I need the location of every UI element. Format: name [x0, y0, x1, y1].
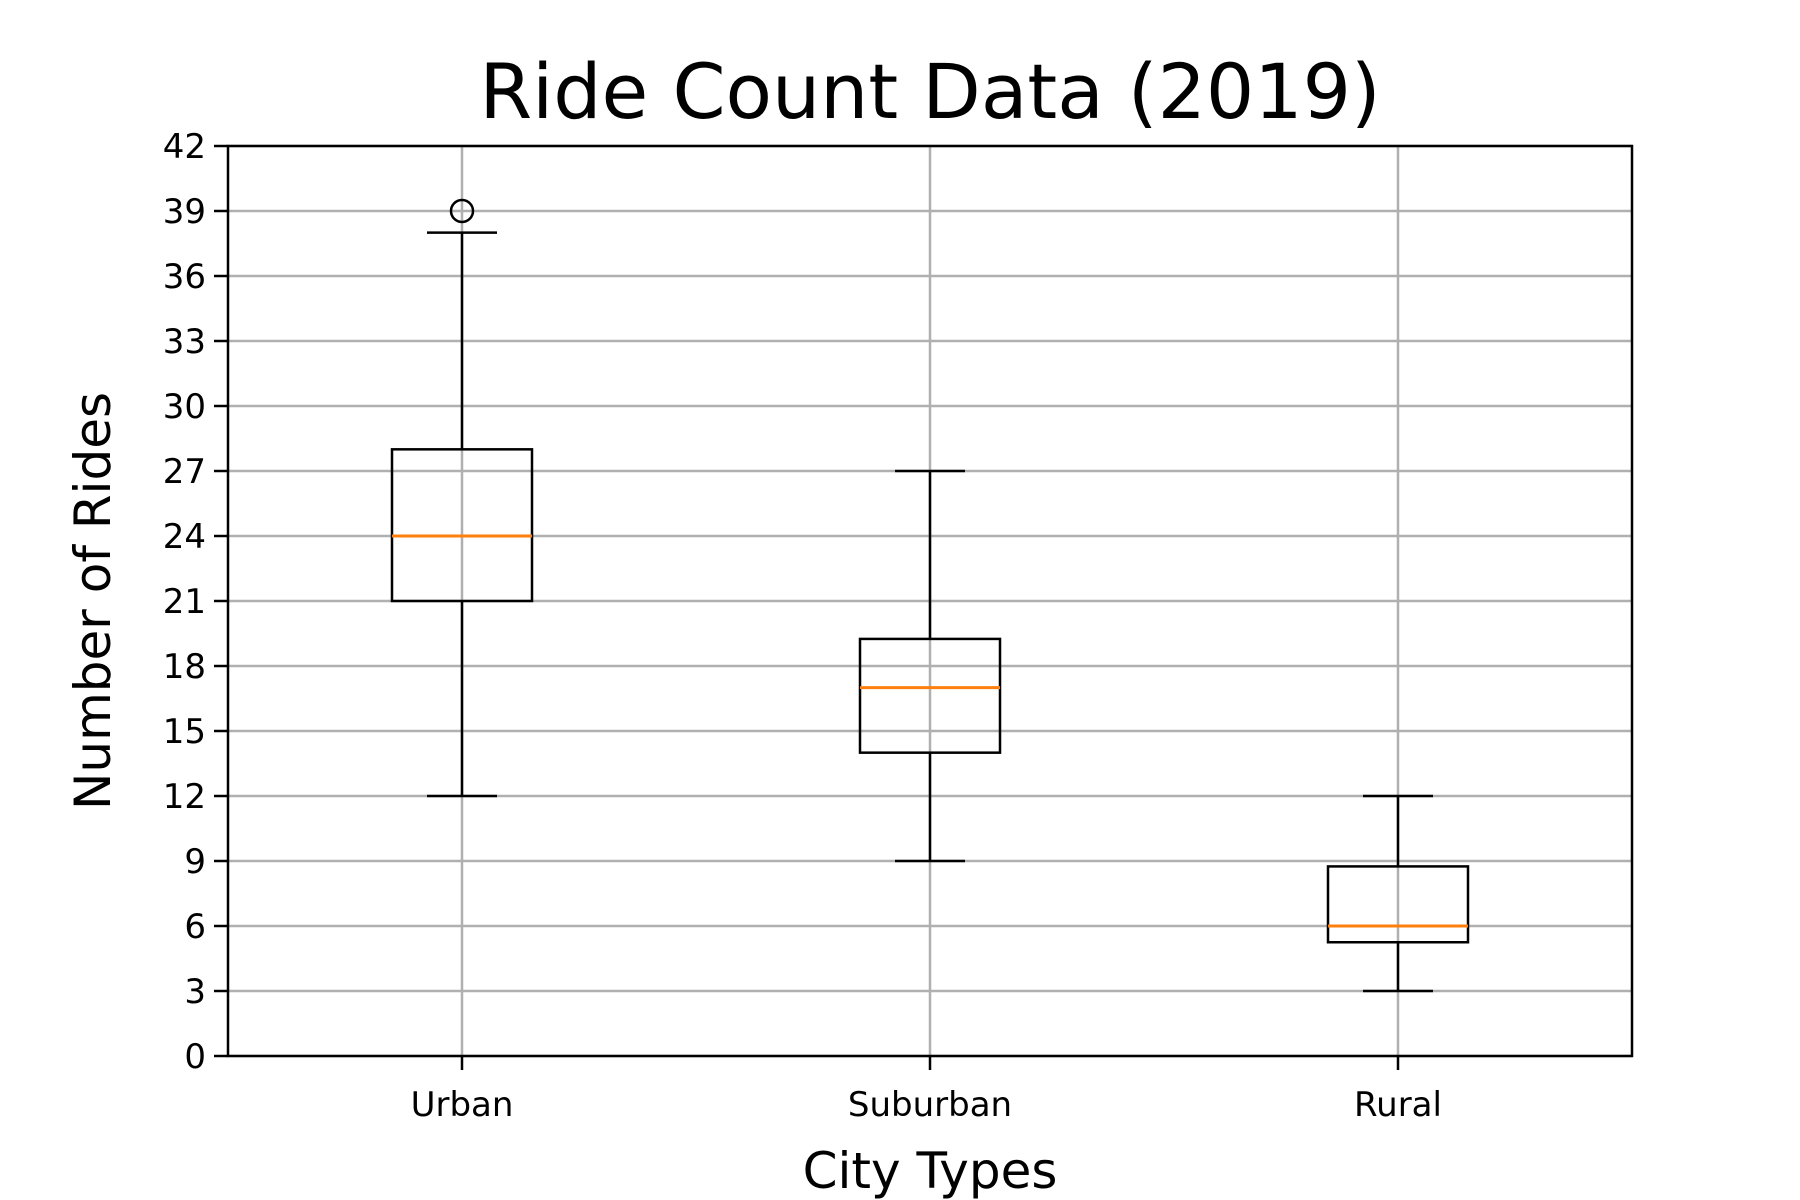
outlier-point [449, 198, 475, 224]
box-urban [390, 198, 534, 798]
box-suburban [858, 469, 1002, 863]
plot-area [390, 198, 1470, 993]
y-tick-label: 21 [163, 582, 206, 622]
iqr-box [1326, 865, 1470, 944]
y-tick-label: 36 [163, 257, 206, 297]
y-tick-label: 33 [163, 322, 206, 362]
y-tick-label: 3 [184, 972, 206, 1012]
y-tick-label: 18 [163, 647, 206, 687]
iqr-box [390, 448, 534, 603]
box-rural [1326, 794, 1470, 993]
x-axis-label: City Types [803, 1142, 1058, 1200]
y-axis-label: Number of Rides [64, 392, 122, 810]
iqr-box [858, 637, 1002, 754]
chart-title: Ride Count Data (2019) [479, 47, 1380, 136]
y-tick-label: 42 [163, 127, 206, 167]
y-tick-label: 24 [163, 517, 206, 557]
y-tick-label: 27 [163, 452, 206, 492]
y-tick-label: 0 [184, 1037, 206, 1077]
y-tick-label: 30 [163, 387, 206, 427]
y-tick-label: 15 [163, 712, 206, 752]
x-tick-label-suburban: Suburban [848, 1085, 1012, 1125]
y-tick-label: 9 [184, 842, 206, 882]
y-tick-label: 39 [163, 192, 206, 232]
x-tick-label-rural: Rural [1354, 1085, 1442, 1125]
y-tick-label: 12 [163, 777, 206, 817]
y-tick-label: 6 [184, 907, 206, 947]
x-tick-label-urban: Urban [411, 1085, 514, 1125]
